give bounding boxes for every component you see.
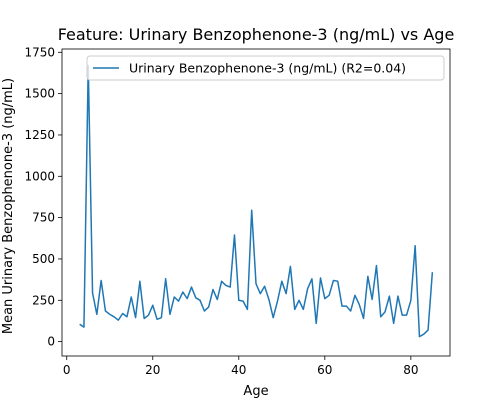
y-tick-label: 1000 [24, 169, 55, 183]
axes-frame [61, 48, 451, 357]
chart-title: Feature: Urinary Benzophenone-3 (ng/mL) … [58, 25, 455, 44]
legend: Urinary Benzophenone-3 (ng/mL) (R2=0.04) [86, 55, 445, 81]
y-axis: 0 250 500 750 1000 1250 1500 1750 [24, 45, 62, 349]
x-axis-label: Age [243, 384, 268, 399]
x-tick-label: 60 [317, 363, 332, 377]
y-tick-label: 500 [32, 252, 55, 266]
x-tick-label: 0 [63, 363, 71, 377]
x-tick-label: 80 [403, 363, 418, 377]
y-tick-label: 250 [32, 293, 55, 307]
legend-label: Urinary Benzophenone-3 (ng/mL) (R2=0.04) [129, 61, 406, 76]
y-tick-label: 0 [47, 335, 55, 349]
x-tick-label: 40 [231, 363, 246, 377]
legend-box [86, 55, 445, 81]
x-axis: 0 20 40 60 80 [63, 356, 418, 377]
y-tick-label: 1750 [24, 45, 55, 59]
y-axis-label: Mean Urinary Benzophenone-3 (ng/mL) [1, 78, 16, 334]
plot-area [61, 48, 451, 357]
y-tick-label: 1500 [24, 87, 55, 101]
series-line-0 [79, 64, 434, 338]
x-tick-label: 20 [145, 363, 160, 377]
y-tick-label: 1250 [24, 128, 55, 142]
y-tick-label: 750 [32, 211, 55, 225]
